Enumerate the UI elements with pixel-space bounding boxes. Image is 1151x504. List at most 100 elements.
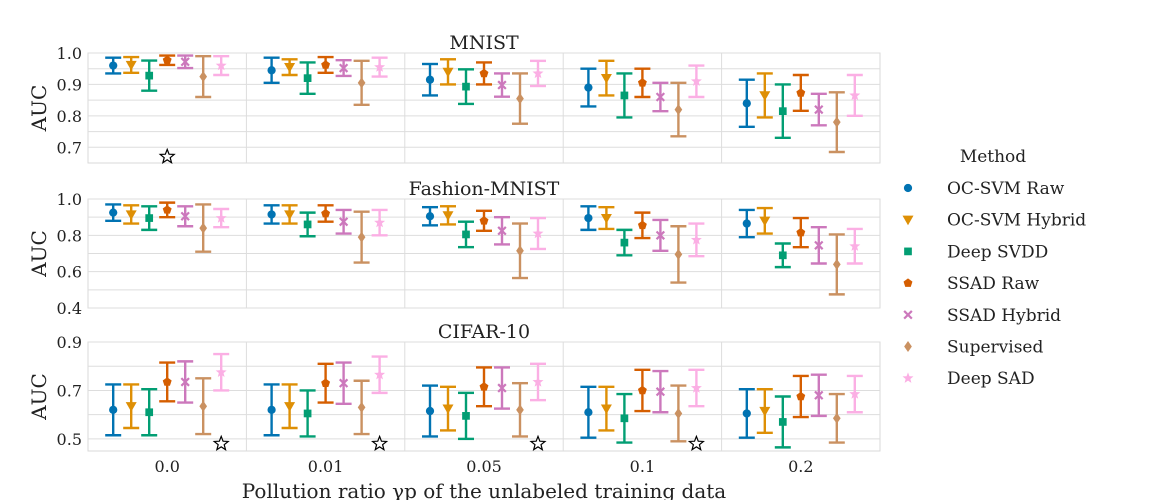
data-point bbox=[796, 227, 806, 237]
data-point bbox=[303, 74, 312, 82]
legend-item: OC-SVM Hybrid bbox=[902, 211, 1086, 231]
data-point bbox=[532, 67, 544, 79]
data-point bbox=[620, 238, 629, 247]
panel-title: CIFAR-10 bbox=[438, 321, 530, 343]
outlier-star-marker bbox=[529, 434, 547, 452]
legend-label: Deep SAD bbox=[947, 369, 1035, 389]
panel-fashion-mnist: 0.4 0.6 0.8 1.0 Fashion-MNIST AUC bbox=[27, 178, 881, 318]
data-point bbox=[109, 405, 118, 414]
series-oc-svm-hybrid bbox=[123, 383, 773, 435]
data-point bbox=[759, 91, 771, 101]
legend-item: Deep SAD bbox=[902, 369, 1035, 389]
data-point bbox=[425, 406, 435, 416]
data-point bbox=[600, 213, 612, 224]
series-oc-svm-raw bbox=[105, 383, 755, 439]
data-point bbox=[497, 383, 507, 393]
data-point bbox=[442, 67, 454, 78]
legend-label: OC-SVM Hybrid bbox=[947, 211, 1086, 231]
legend-marker bbox=[902, 372, 914, 383]
data-point bbox=[620, 414, 629, 423]
series-deep-sad bbox=[213, 54, 863, 118]
data-point bbox=[125, 60, 137, 71]
y-axis-label: AUC bbox=[27, 373, 51, 421]
data-point bbox=[267, 210, 276, 219]
series-oc-svm-raw bbox=[105, 203, 755, 239]
y-tick-label: 0.9 bbox=[57, 333, 82, 352]
data-point bbox=[145, 408, 154, 417]
data-point bbox=[284, 210, 296, 220]
data-point bbox=[620, 91, 629, 100]
data-point bbox=[338, 217, 349, 227]
x-tick-label: 0.01 bbox=[308, 457, 344, 476]
data-point bbox=[442, 404, 454, 415]
data-point bbox=[814, 104, 824, 115]
data-point bbox=[742, 409, 751, 418]
data-point bbox=[690, 382, 702, 393]
data-point bbox=[462, 412, 470, 420]
legend-label: SSAD Raw bbox=[947, 274, 1040, 294]
legend-marker bbox=[903, 278, 913, 287]
data-point bbox=[584, 213, 593, 223]
data-point bbox=[532, 376, 544, 387]
data-point bbox=[778, 418, 787, 426]
data-point bbox=[516, 404, 524, 416]
y-tick-label: 0.8 bbox=[57, 107, 82, 126]
data-point bbox=[479, 68, 489, 78]
data-point bbox=[778, 251, 787, 260]
data-point bbox=[109, 61, 118, 70]
data-point bbox=[516, 245, 524, 257]
data-point bbox=[215, 59, 227, 71]
x-tick-label: 0.1 bbox=[630, 457, 655, 476]
x-axis-label: Pollution ratio γp of the unlabeled trai… bbox=[242, 479, 727, 500]
data-point bbox=[321, 60, 331, 69]
legend-item: Deep SVDD bbox=[904, 242, 1048, 262]
x-tick-label: 0.2 bbox=[788, 457, 813, 476]
data-point bbox=[832, 258, 841, 270]
data-point bbox=[162, 205, 172, 214]
legend-marker bbox=[902, 215, 914, 226]
data-point bbox=[849, 240, 861, 251]
data-point bbox=[199, 71, 208, 83]
data-point bbox=[145, 71, 154, 80]
panel-mnist: 0.7 0.8 0.9 1.0 MNIST AUC bbox=[27, 32, 881, 165]
data-point bbox=[832, 116, 841, 128]
series-oc-svm-hybrid bbox=[123, 204, 773, 235]
data-point bbox=[145, 214, 154, 222]
legend-label: SSAD Hybrid bbox=[947, 306, 1061, 326]
legend: Method OC-SVM Raw OC-SVM Hybrid Deep SVDD SS… bbox=[902, 147, 1086, 389]
data-point bbox=[637, 78, 647, 87]
data-point bbox=[425, 212, 435, 221]
data-point bbox=[180, 211, 190, 221]
data-point bbox=[742, 219, 751, 228]
data-point bbox=[674, 407, 683, 419]
series-deep-sad bbox=[213, 352, 863, 414]
data-point bbox=[674, 248, 683, 260]
data-point bbox=[303, 409, 312, 418]
data-point bbox=[759, 406, 771, 417]
data-point bbox=[357, 231, 366, 243]
data-point bbox=[778, 107, 787, 115]
data-point bbox=[479, 216, 489, 225]
series-ssad-raw bbox=[159, 54, 809, 113]
data-point bbox=[759, 216, 771, 227]
data-point bbox=[584, 408, 593, 417]
y-tick-label: 0.4 bbox=[57, 299, 82, 318]
legend-label: OC-SVM Raw bbox=[947, 179, 1065, 199]
y-tick-label: 0.8 bbox=[57, 226, 82, 245]
data-point bbox=[479, 382, 489, 391]
data-point bbox=[690, 234, 702, 245]
data-point bbox=[125, 210, 137, 220]
panel-title: MNIST bbox=[449, 32, 519, 54]
y-axis-label: AUC bbox=[27, 230, 51, 278]
legend-item: SSAD Hybrid bbox=[903, 306, 1061, 326]
data-point bbox=[462, 230, 470, 239]
data-point bbox=[284, 402, 296, 412]
series-deep-svdd bbox=[141, 388, 791, 449]
data-point bbox=[690, 75, 702, 86]
series-ssad-hybrid bbox=[177, 360, 827, 418]
data-point bbox=[215, 212, 227, 223]
data-point bbox=[109, 208, 118, 217]
data-point bbox=[303, 220, 312, 229]
legend-label: Deep SVDD bbox=[947, 242, 1048, 262]
